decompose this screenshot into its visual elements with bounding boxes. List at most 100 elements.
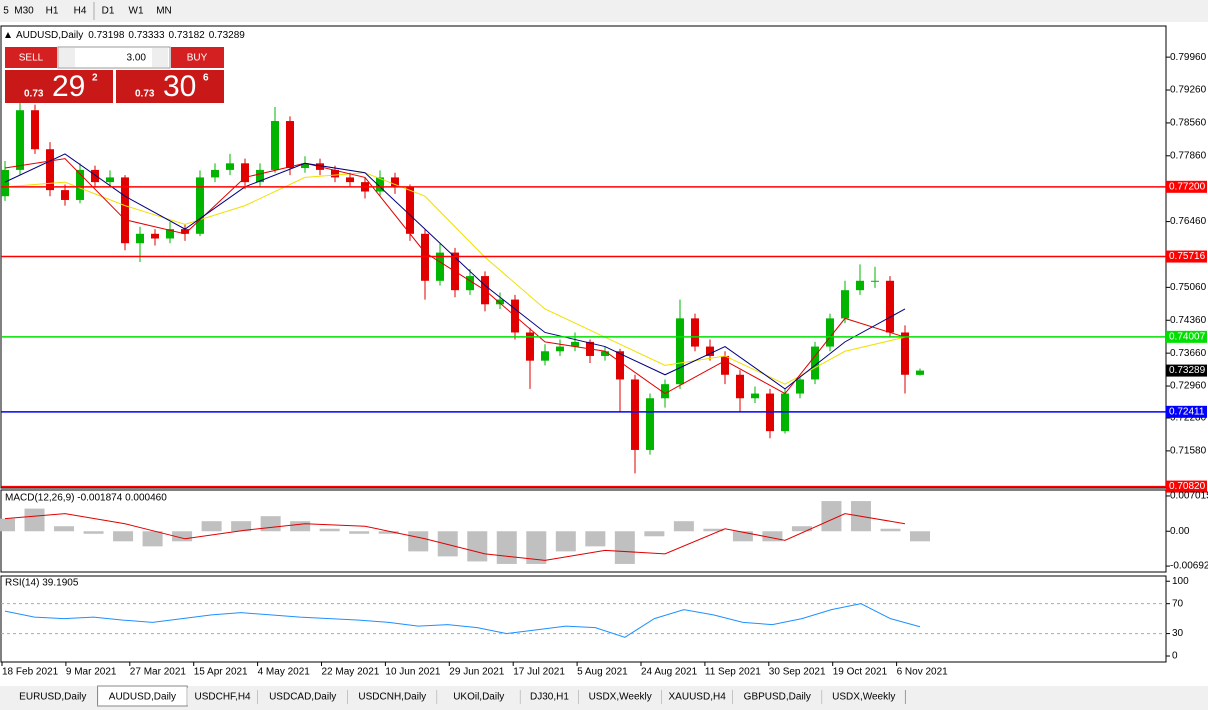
- timeframe-button[interactable]: 5: [3, 6, 9, 17]
- plot-layer: [0, 102, 1166, 638]
- candle-body: [901, 332, 909, 375]
- x-tick-label: 22 May 2021: [322, 667, 380, 678]
- candle-body: [841, 290, 849, 319]
- candle-body: [61, 190, 69, 200]
- level-label: 0.75716: [1169, 251, 1206, 262]
- tab-label[interactable]: EURUSD,Daily: [19, 692, 86, 703]
- y-tick-label: 0.79260: [1170, 85, 1207, 96]
- tab-label[interactable]: USDCNH,Daily: [358, 692, 426, 703]
- level-label: 0.70820: [1169, 481, 1206, 492]
- macd-bar: [54, 526, 75, 532]
- candle-body: [241, 163, 249, 183]
- symbol: AUDUSD,Daily: [16, 30, 83, 41]
- candle-body: [706, 346, 714, 356]
- collapse-icon[interactable]: [5, 32, 11, 38]
- buy-big: 30: [163, 70, 196, 103]
- timeframe-button[interactable]: M30: [14, 6, 34, 17]
- macd-bar: [172, 531, 193, 542]
- tab-label[interactable]: GBPUSD,Daily: [744, 692, 811, 703]
- candle-body: [181, 229, 189, 234]
- tab-label[interactable]: USDX,Weekly: [589, 692, 652, 703]
- macd-bar: [585, 531, 606, 547]
- x-tick-label: 11 Sep 2021: [705, 667, 761, 678]
- candle-body: [496, 299, 504, 305]
- tab[interactable]: [187, 688, 258, 705]
- tab-label[interactable]: USDCAD,Daily: [269, 692, 336, 703]
- candle-body: [736, 374, 744, 399]
- y-tick-label: 0: [1172, 651, 1178, 662]
- tab-label[interactable]: UKOil,Daily: [453, 692, 504, 703]
- candle-body: [826, 318, 834, 347]
- lot-value[interactable]: 3.00: [127, 53, 147, 64]
- lot-down[interactable]: [59, 48, 75, 67]
- candle-body: [346, 177, 354, 183]
- sell-prefix: 0.73: [24, 89, 44, 100]
- tab-label[interactable]: USDX,Weekly: [832, 692, 895, 703]
- tab[interactable]: [822, 688, 906, 705]
- macd-bar: [821, 501, 842, 532]
- close: 0.73289: [209, 30, 246, 41]
- candle-body: [856, 280, 864, 291]
- tab-label[interactable]: USDCHF,H4: [194, 692, 251, 703]
- macd-bar: [349, 531, 370, 534]
- x-tick-label: 18 Feb 2021: [2, 667, 59, 678]
- candle-body: [301, 163, 309, 169]
- timeframe-button[interactable]: D1: [102, 6, 115, 17]
- candle-body: [271, 121, 279, 170]
- tab[interactable]: [661, 688, 733, 705]
- candle-body: [886, 280, 894, 333]
- chart-header: AUDUSD,Daily 0.73198 0.73333 0.73182 0.73289: [16, 30, 245, 41]
- lot-up[interactable]: [152, 48, 168, 67]
- level-label: 0.74007: [1169, 331, 1206, 342]
- tab-label[interactable]: XAUUSD,H4: [669, 692, 727, 703]
- macd-bar: [703, 528, 724, 532]
- buy-price-box[interactable]: [116, 70, 224, 103]
- timeframe-button[interactable]: H4: [74, 6, 87, 17]
- level-badge: [1166, 250, 1207, 263]
- tab-label[interactable]: DJ30,H1: [530, 692, 569, 703]
- sell-price-box[interactable]: [5, 70, 113, 103]
- candle-body: [406, 186, 414, 234]
- tab[interactable]: [257, 688, 348, 705]
- candle-body: [751, 393, 759, 399]
- tab[interactable]: [347, 688, 438, 705]
- macd-bar: [791, 526, 812, 532]
- buy-small: 6: [203, 73, 209, 84]
- macd-signal: [4, 513, 906, 561]
- timeframe-button[interactable]: W1: [129, 6, 144, 17]
- macd-bar: [83, 531, 104, 534]
- buy-button[interactable]: [171, 47, 224, 68]
- sell-button[interactable]: [5, 47, 57, 68]
- y-tick-label: 70: [1172, 598, 1184, 609]
- tab-label[interactable]: AUDUSD,Daily: [109, 692, 176, 703]
- tab[interactable]: [520, 688, 579, 705]
- tab[interactable]: [578, 688, 662, 705]
- macd-bar: [614, 531, 635, 564]
- y-tick-label: 0.73660: [1170, 348, 1207, 359]
- level-badge: [1166, 180, 1207, 193]
- y-tick-label: 0.71580: [1170, 446, 1207, 457]
- candle-body: [796, 379, 804, 394]
- candle-body: [691, 318, 699, 347]
- lot-input[interactable]: [57, 46, 171, 69]
- x-tick-label: 5 Aug 2021: [577, 667, 628, 678]
- trade-panel: SELL 3.00 BUY 0.73 29 2 0.73 30 6: [5, 46, 224, 103]
- moving-average: [4, 158, 906, 395]
- timeframe-button[interactable]: MN: [156, 6, 172, 17]
- candle-body: [331, 169, 339, 178]
- buy-label[interactable]: BUY: [187, 53, 208, 64]
- candle-body: [136, 233, 144, 244]
- level-badge: [1166, 405, 1207, 418]
- level-badge: [1166, 330, 1207, 343]
- y-tick-label: 0.77860: [1170, 150, 1207, 161]
- candle-body: [526, 332, 534, 361]
- timeframe-button[interactable]: H1: [46, 6, 59, 17]
- tab[interactable]: [732, 688, 823, 705]
- sell-label[interactable]: SELL: [19, 53, 44, 64]
- candle-body: [601, 351, 609, 356]
- tab[interactable]: [8, 688, 98, 705]
- candle-body: [676, 318, 684, 385]
- macd-bar: [231, 521, 252, 532]
- x-tick-label: 19 Oct 2021: [833, 667, 888, 678]
- tab[interactable]: [437, 688, 521, 705]
